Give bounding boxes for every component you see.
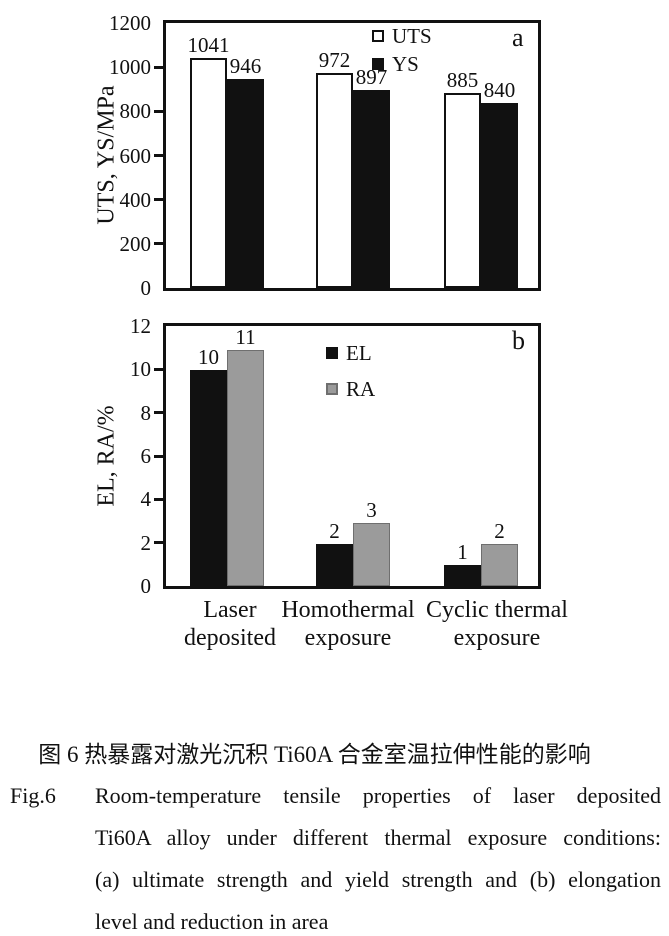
legend-swatch-el: [326, 347, 338, 359]
bar-value-label: 2: [494, 519, 505, 544]
bar-el-1: [190, 370, 227, 586]
y-tick-label: 0: [140, 574, 152, 598]
y-tick-label: 800: [119, 99, 152, 124]
bar-ra-2: [353, 522, 390, 586]
x-category-label-line: exposure: [453, 625, 541, 651]
caption-english: Room-temperature tensile properties of l…: [95, 783, 661, 936]
legend-label-ra: RA: [346, 377, 376, 401]
y-tick: [154, 198, 163, 202]
x-category-label: Homothermal exposure: [228, 596, 468, 652]
x-category-label: Laser deposited: [110, 596, 350, 652]
y-tick-label: 10: [130, 357, 151, 382]
y-tick: [154, 541, 163, 545]
bar-value-label: 840: [483, 77, 516, 102]
caption-chinese: 图 6 热暴露对激光沉积 Ti60A 合金室温拉伸性能的影响: [38, 742, 591, 767]
y-tick: [154, 242, 163, 246]
chart-b-panel-letter: b: [512, 326, 525, 355]
bar-value-label: 3: [366, 497, 377, 522]
y-tick-label: 6: [140, 444, 152, 468]
bar-el-3: [444, 564, 481, 586]
legend-item-ys: YS: [372, 53, 419, 75]
y-tick: [154, 411, 163, 415]
legend-label-uts: UTS: [392, 24, 432, 48]
x-category-label-line: Cyclic thermal: [426, 597, 568, 623]
bar-uts-1: [190, 58, 227, 288]
bar-value-label: 885: [446, 67, 479, 92]
y-tick-label: 1000: [109, 55, 151, 80]
bar-value-label: 10: [198, 345, 219, 370]
chart-a-panel-letter: a: [512, 23, 524, 52]
x-category-label-line: Laser: [203, 597, 257, 623]
bar-uts-2: [316, 73, 353, 288]
legend-swatch-uts: [372, 30, 384, 42]
x-category-label-line: Homothermal: [281, 597, 415, 623]
caption-english-line: level and reduction in area: [95, 909, 329, 934]
bar-ys-1: [227, 79, 264, 288]
caption-english-line: Ti60A alloy under different thermal expo…: [95, 825, 661, 850]
bar-ys-3: [481, 102, 518, 288]
y-tick: [154, 154, 163, 157]
y-tick-label: 200: [119, 231, 152, 256]
legend-item-uts: UTS: [372, 25, 432, 47]
y-tick-label: 600: [119, 143, 152, 168]
chart-b-plot-area: [163, 323, 541, 589]
y-tick: [154, 109, 163, 113]
y-tick: [154, 367, 163, 371]
legend-label-el: EL: [346, 341, 372, 365]
x-category-label-line: exposure: [304, 625, 392, 651]
bar-value-label: 1041: [187, 33, 230, 58]
bar-value-label: 2: [329, 519, 340, 544]
legend-item-el: EL: [326, 342, 372, 364]
legend-label-ys: YS: [392, 52, 419, 76]
bar-el-2: [316, 544, 353, 586]
x-category-label-line: deposited: [184, 625, 276, 651]
chart-a-plot-area: [163, 20, 541, 291]
y-tick-label: 0: [140, 276, 152, 300]
y-tick-label: 2: [140, 530, 152, 555]
bar-value-label: 1: [457, 539, 468, 564]
y-tick: [154, 65, 163, 69]
legend-item-ra: RA: [326, 378, 375, 400]
bar-uts-3: [444, 92, 481, 288]
x-category-label: Cyclic thermal exposure: [377, 596, 617, 652]
bar-value-label: 946: [229, 54, 262, 79]
legend-swatch-ys: [372, 58, 384, 70]
y-tick-label: 4: [140, 487, 152, 512]
bar-ra-1: [227, 349, 264, 586]
bar-value-label: 972: [318, 48, 351, 73]
y-tick-label: 8: [140, 400, 152, 425]
y-tick-label: 400: [119, 187, 152, 212]
y-tick-label: 1200: [109, 11, 151, 35]
bar-ra-3: [481, 544, 518, 586]
caption-english-line: Room-temperature tensile properties of l…: [95, 783, 661, 808]
bar-value-label: 11: [235, 324, 256, 349]
y-tick: [154, 497, 163, 501]
legend-swatch-ra: [326, 383, 338, 395]
bar-ys-2: [353, 89, 390, 288]
y-tick: [154, 454, 163, 458]
caption-figure-number: Fig.6: [10, 783, 56, 808]
caption-english-line: (a) ultimate strength and yield strength…: [95, 867, 661, 892]
y-tick-label: 12: [130, 314, 151, 338]
